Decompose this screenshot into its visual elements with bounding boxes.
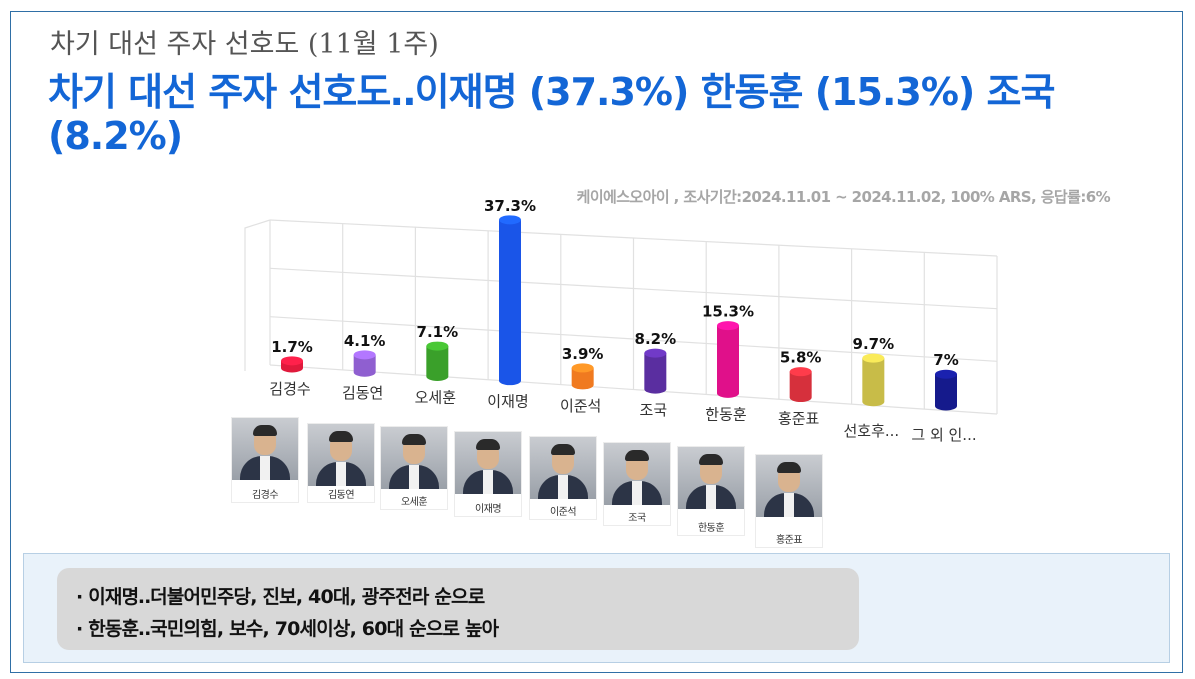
bar-cap — [281, 356, 303, 366]
category-label: 이재명 — [487, 393, 528, 411]
bar-홍준표 — [789, 371, 812, 403]
data-label: 15.3% — [702, 303, 754, 321]
category-label: 조국 — [640, 401, 668, 419]
data-label: 7.1% — [417, 323, 459, 341]
category-label: 김동연 — [342, 384, 383, 402]
bar-cap — [789, 367, 812, 377]
survey-source-note: 케이에스오아이 , 조사기간:2024.11.01 ~ 2024.11.02, … — [576, 188, 1111, 206]
summary-line-1: · 이재명‥더불어민주당, 진보, 40대, 광주전라 순으로 — [76, 586, 485, 608]
category-label: 한동훈 — [705, 405, 746, 423]
data-label: 5.8% — [780, 349, 822, 367]
bar-그 외 인... — [935, 374, 957, 411]
data-label: 7% — [933, 351, 958, 369]
bar-cap — [717, 321, 739, 331]
bar-cap — [935, 369, 957, 379]
category-label: 그 외 인... — [911, 426, 976, 444]
bar-한동훈 — [717, 325, 739, 398]
bar-김동연 — [353, 354, 376, 377]
bar-이재명 — [499, 219, 521, 386]
bar-cap — [353, 350, 376, 360]
data-label: 4.1% — [344, 332, 386, 350]
category-label: 이준석 — [560, 397, 601, 415]
grid-horizontal-line — [269, 219, 998, 257]
bar-이준석 — [571, 367, 594, 390]
grid-side-edge — [244, 219, 271, 371]
summary-card — [57, 568, 859, 650]
bar-오세훈 — [426, 346, 449, 381]
subtitle: 차기 대선 주자 선호도 (11월 1주) — [50, 29, 439, 60]
bar-조국 — [644, 353, 667, 394]
headline: 차기 대선 주자 선호도‥이재명 (37.3%) 한동훈 (15.3%) 조국 … — [48, 70, 1055, 158]
data-label: 1.7% — [271, 338, 313, 356]
category-label: 오세훈 — [415, 388, 456, 406]
chart-bars — [281, 215, 957, 411]
data-label: 3.9% — [562, 345, 604, 363]
bar-선호후... — [862, 358, 885, 407]
category-label: 홍준표 — [778, 410, 820, 428]
bar-cap — [571, 363, 594, 373]
bar-cap — [862, 353, 885, 363]
data-label: 37.3% — [484, 197, 536, 215]
grid-horizontal-line — [269, 267, 998, 310]
bar-chart: 1.7% 김경수 4.1% 김동연 7.1% 오세훈 37.3% 이재명 3.9% 이준석 8.2%… — [244, 197, 998, 444]
bar-cap — [499, 215, 521, 225]
data-label: 9.7% — [853, 335, 895, 353]
chart-grid — [244, 219, 998, 415]
category-label: 김경수 — [269, 380, 310, 398]
chart-labels: 1.7% 김경수 4.1% 김동연 7.1% 오세훈 37.3% 이재명 3.9% 이준석 8.2%… — [269, 197, 976, 444]
summary-line-2: · 한동훈‥국민의힘, 보수, 70세이상, 60대 순으로 높아 — [76, 618, 499, 640]
data-label: 8.2% — [635, 330, 677, 348]
bar-cap — [426, 341, 449, 351]
slide-frame — [10, 11, 1183, 673]
bar-cap — [644, 348, 667, 358]
category-label: 선호후... — [843, 422, 899, 440]
